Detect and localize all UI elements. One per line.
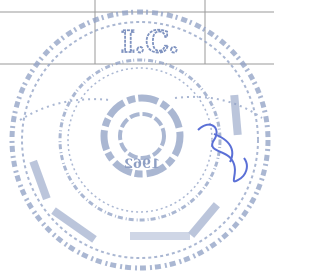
stamp-image: I.C. 1962 <box>0 0 274 274</box>
year-text: 1962 <box>124 157 160 172</box>
emblem-text: I.C. <box>121 25 179 60</box>
page: I.C. 1962 (() => { const data = JSON.par… <box>0 0 274 274</box>
